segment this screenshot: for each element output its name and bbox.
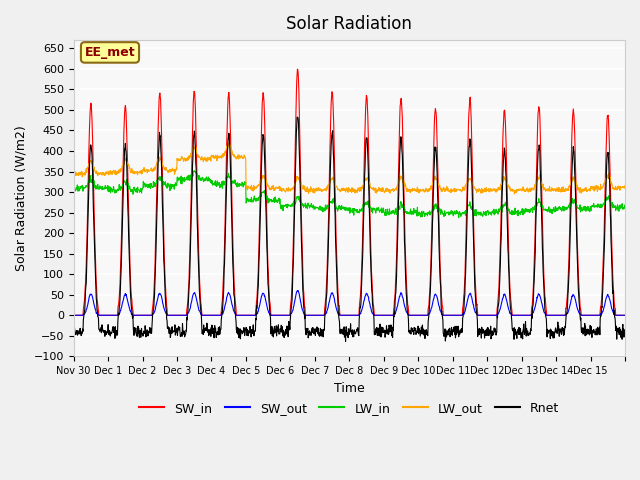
LW_in xyxy=(614,205,622,211)
LW_out xyxy=(561,186,568,192)
Title: Solar Radiation: Solar Radiation xyxy=(286,15,412,33)
Y-axis label: Solar Radiation (W/m2): Solar Radiation (W/m2) xyxy=(15,125,28,271)
Rnet xyxy=(70,327,77,333)
Rnet xyxy=(614,325,622,331)
SW_out xyxy=(294,288,301,293)
Rnet xyxy=(156,134,164,140)
Rnet xyxy=(561,327,568,333)
LW_out xyxy=(70,170,77,176)
Line: LW_out: LW_out xyxy=(74,143,625,194)
SW_in xyxy=(561,312,568,318)
Rnet xyxy=(480,330,488,336)
SW_in xyxy=(335,302,343,308)
Rnet xyxy=(294,114,301,120)
LW_in xyxy=(190,168,198,174)
LW_out xyxy=(156,155,164,161)
SW_in xyxy=(156,90,164,96)
Line: SW_out: SW_out xyxy=(74,290,625,315)
SW_out xyxy=(479,312,487,318)
SW_out xyxy=(156,290,164,296)
LW_in xyxy=(156,174,164,180)
LW_out xyxy=(479,188,487,193)
Line: LW_in: LW_in xyxy=(74,171,625,218)
SW_in xyxy=(325,211,333,217)
LW_in xyxy=(455,215,463,221)
SW_out xyxy=(325,302,333,308)
Rnet xyxy=(342,339,349,345)
LW_out xyxy=(325,182,333,188)
Rnet xyxy=(335,317,343,323)
LW_in xyxy=(325,204,333,210)
LW_in xyxy=(480,210,488,216)
SW_in xyxy=(614,312,622,318)
LW_out xyxy=(335,187,343,192)
LW_out xyxy=(225,140,232,146)
SW_in xyxy=(479,312,487,318)
Rnet xyxy=(325,234,333,240)
SW_in xyxy=(294,66,301,72)
X-axis label: Time: Time xyxy=(334,382,365,395)
LW_out xyxy=(621,182,629,188)
LW_in xyxy=(621,204,629,210)
SW_out xyxy=(621,312,629,318)
LW_in xyxy=(561,204,568,210)
SW_in xyxy=(70,312,77,318)
SW_in xyxy=(621,312,629,318)
Line: SW_in: SW_in xyxy=(74,69,625,315)
Rnet xyxy=(621,327,629,333)
Text: EE_met: EE_met xyxy=(84,46,135,59)
LW_in xyxy=(70,185,77,191)
SW_out xyxy=(70,312,77,318)
LW_in xyxy=(335,204,343,210)
SW_out xyxy=(561,312,568,318)
Legend: SW_in, SW_out, LW_in, LW_out, Rnet: SW_in, SW_out, LW_in, LW_out, Rnet xyxy=(134,396,564,420)
Line: Rnet: Rnet xyxy=(74,117,625,342)
SW_out xyxy=(335,312,343,317)
LW_out xyxy=(614,186,622,192)
LW_out xyxy=(511,191,518,197)
SW_out xyxy=(614,312,622,318)
